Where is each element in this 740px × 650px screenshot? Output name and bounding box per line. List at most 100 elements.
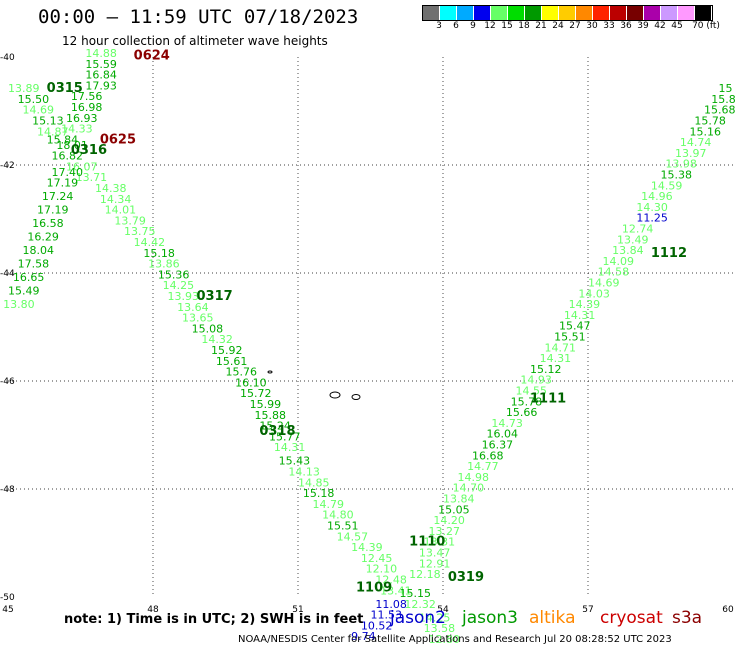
legend-swatch <box>525 6 542 20</box>
legend-swatch <box>576 6 593 20</box>
legend-label: 9 <box>470 21 476 31</box>
wave-height-label: 13.75 <box>124 225 156 238</box>
pass-time-label: 0316 <box>71 143 107 158</box>
pass-time-label: 1112 <box>651 246 687 261</box>
wave-height-label: 14.87 <box>37 125 69 138</box>
island-shape <box>267 370 273 374</box>
wave-height-label: 12.45 <box>361 552 393 565</box>
wave-height-label: 17.58 <box>18 258 49 271</box>
wave-height-label: 15.78 <box>694 115 726 128</box>
wave-height-label: 14.96 <box>641 190 673 203</box>
wave-height-label: 14.31 <box>564 309 596 322</box>
wave-height-label: 14.58 <box>598 266 630 279</box>
wave-height-label: 17.93 <box>85 79 117 92</box>
legend-label: 6 <box>453 21 459 31</box>
wave-height-label: 15.72 <box>240 387 272 400</box>
wave-height-label: 15.18 <box>143 247 175 260</box>
wave-height-label: 13.93 <box>168 290 200 303</box>
legend-swatch <box>627 6 644 20</box>
wave-height-label: 15.38 <box>661 169 693 182</box>
legend-swatch <box>474 6 491 20</box>
lat-tick-label: -48 <box>0 485 15 495</box>
satellite-label-altika: altika <box>529 608 576 628</box>
wave-height-label: 15.50 <box>18 93 49 106</box>
map-grid <box>8 57 733 597</box>
wave-height-label: 13.27 <box>429 525 461 538</box>
wave-height-label: 15.15 <box>400 587 432 600</box>
page-title: 00:00 – 11:59 UTC 07/18/2023 <box>38 6 359 28</box>
lon-tick-label: 54 <box>437 605 449 615</box>
wave-height-label: 14.42 <box>134 236 166 249</box>
lon-tick-label: 57 <box>582 605 593 615</box>
lat-tick-label: -40 <box>0 53 15 63</box>
legend-label: 36 <box>620 21 632 31</box>
wave-height-label: 13.84 <box>443 493 475 506</box>
pass-time-label: 1110 <box>409 535 445 550</box>
wave-height-label: 14.93 <box>520 374 552 387</box>
pass-time-label: 0624 <box>134 49 170 64</box>
satellite-label-jason3: jason3 <box>462 608 518 628</box>
wave-height-label: 15.36 <box>158 268 190 281</box>
wave-height-label: 17.19 <box>37 204 69 217</box>
wave-height-label: 17.40 <box>52 166 84 179</box>
wave-height-label: 16.93 <box>66 112 98 125</box>
wave-height-readings: 14.8815.5916.8417.9317.5616.9816.9314.33… <box>3 47 736 646</box>
wave-height-label: 12.80 <box>429 633 461 646</box>
legend-swatch <box>508 6 525 20</box>
wave-height-label: 14.30 <box>636 201 668 214</box>
wave-height-label: 13.97 <box>675 147 707 160</box>
wave-height-label: 9.74 <box>351 630 376 643</box>
wave-height-label: 15.78 <box>511 395 542 408</box>
wave-height-label: 15.47 <box>559 320 591 333</box>
wave-height-label: 14.39 <box>351 541 383 554</box>
lon-tick-label: 45 <box>2 605 13 615</box>
legend-label: 21 <box>535 21 547 31</box>
wave-height-label: 13.71 <box>76 171 108 184</box>
wave-height-label: 15.43 <box>279 455 311 468</box>
wave-height-label: 15.92 <box>211 344 243 357</box>
wave-height-label: 13.98 <box>665 158 697 171</box>
wave-height-label: 14.74 <box>680 136 712 149</box>
legend-label: 3 <box>436 21 442 31</box>
wave-height-label: 12.18 <box>409 568 441 581</box>
wave-height-label: 16.65 <box>13 271 45 284</box>
wave-height-label: 14.09 <box>603 255 635 268</box>
wave-height-label: 15 <box>719 82 733 95</box>
wave-height-label: 15.8 <box>711 93 736 106</box>
legend-label: 39 <box>637 21 649 31</box>
island-outlines <box>267 370 361 400</box>
wave-height-label: 15.13 <box>32 115 64 128</box>
wave-height-label: 11.25 <box>636 212 668 225</box>
wave-height-label: 18.01 <box>56 139 87 152</box>
wave-height-label: 17.56 <box>71 90 103 103</box>
wave-height-label: 14.88 <box>85 47 117 60</box>
pass-time-label: 0315 <box>47 81 83 96</box>
legend-swatch <box>542 6 559 20</box>
lon-tick-label: 48 <box>147 605 159 615</box>
wave-height-label: 16.07 <box>66 160 98 173</box>
legend-label: 45 <box>671 21 683 31</box>
color-legend <box>422 5 713 21</box>
legend-label: 30 <box>586 21 598 31</box>
wave-height-label: 16.84 <box>85 69 117 82</box>
wave-height-label: 13.47 <box>419 547 451 560</box>
wave-height-label: 12.32 <box>404 598 436 611</box>
note-text: note: 1) Time is in UTC; 2) SWH is in fe… <box>64 612 364 627</box>
wave-height-label: 14.39 <box>569 298 601 311</box>
legend-swatch <box>491 6 508 20</box>
wave-height-label: 14.69 <box>588 277 620 290</box>
wave-height-label: 15.68 <box>704 104 736 117</box>
wave-height-label: 14.25 <box>419 611 451 624</box>
wave-height-label: 14.33 <box>61 123 93 136</box>
wave-height-label: 14.31 <box>274 441 306 454</box>
legend-label: 33 <box>603 21 615 31</box>
legend-label: 70 (ft) <box>692 21 720 31</box>
satellite-label-cryosat: cryosat <box>600 608 663 628</box>
legend-swatch <box>610 6 627 20</box>
wave-height-label: 15.08 <box>192 322 224 335</box>
wave-height-label: 14.98 <box>458 471 490 484</box>
page-subtitle: 12 hour collection of altimeter wave hei… <box>62 34 328 48</box>
wave-height-label: 16.82 <box>52 150 84 163</box>
wave-height-label: 14.32 <box>201 333 233 346</box>
